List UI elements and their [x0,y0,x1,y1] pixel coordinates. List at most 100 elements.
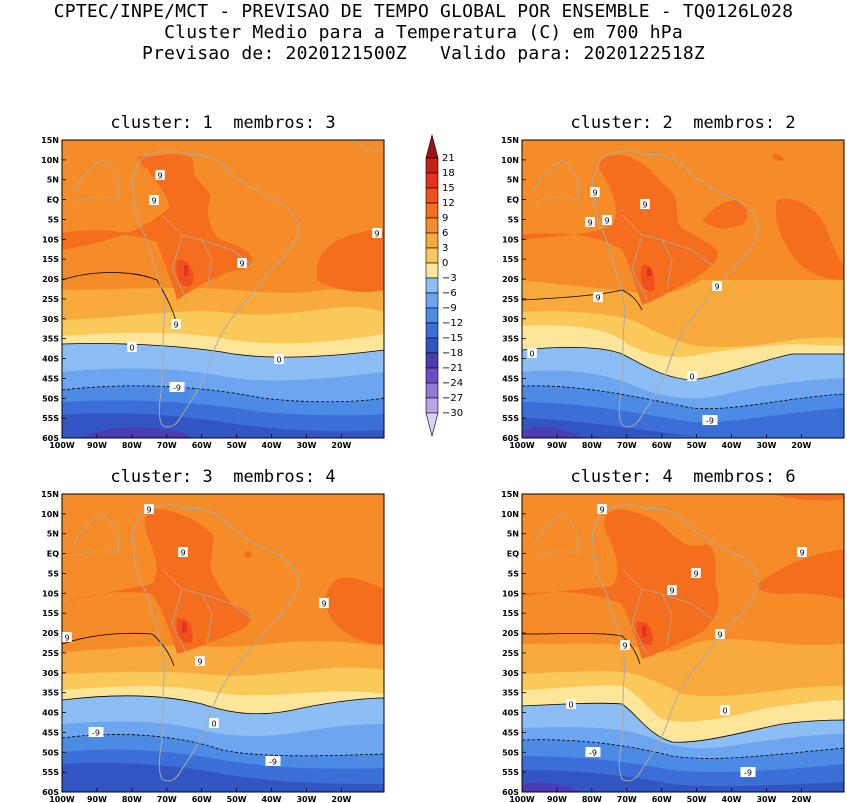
colorbar-label: −30 [442,408,463,419]
colorbar-swatch [425,247,439,264]
lon-tick-label: 50W [687,441,707,450]
lat-tick-label: 30S [502,669,519,678]
lat-tick-label: 10S [502,235,519,244]
svg-text:-9: -9 [92,729,100,738]
lat-tick-label: 5N [507,176,519,185]
colorbar-swatch [425,382,439,399]
lat-tick-label: 15S [42,255,59,264]
lat-tick-label: 55S [502,414,519,423]
contour-value-label: -9 [585,747,601,758]
contour-value-label: 9 [590,187,600,198]
lon-tick-label: 80W [122,441,142,450]
colorbar-label: 15 [442,183,455,194]
lat-tick-label: EQ [47,550,59,559]
lat-tick-label: 20S [42,629,59,638]
lon-tick-label: 60W [192,441,212,450]
colorbar-swatch [425,412,439,438]
colorbar-label: 6 [442,228,448,239]
svg-text:9: 9 [587,219,592,228]
map-panel-4 [522,494,844,792]
lat-tick-label: 35S [42,335,59,344]
contour-value-label: -9 [169,382,185,393]
colorbar-swatch [425,133,439,159]
contour-value-label: 0 [687,371,697,382]
lon-tick-label: 50W [227,795,247,803]
contour-value-label: -9 [88,727,104,738]
lat-tick-label: 25S [42,295,59,304]
contour-value-label: -9 [702,415,718,426]
lat-tick-label: 15S [502,609,519,618]
map-panel-3 [62,494,384,792]
lon-tick-label: 50W [227,441,247,450]
colorbar-swatch [425,352,439,369]
colorbar-label: 0 [442,258,448,269]
svg-text:9: 9 [714,283,719,292]
colorbar-label: −18 [442,348,463,359]
contour-value-label: 9 [593,292,603,303]
lon-tick-label: 40W [262,441,282,450]
lat-tick-label: 10N [501,156,519,165]
lat-tick-label: EQ [507,196,519,205]
lat-tick-label: 15S [42,609,59,618]
lon-tick-label: 30W [756,795,776,803]
contour-value-label: -9 [265,756,281,767]
contour-value-label: 9 [602,215,612,226]
lon-tick-label: 90W [547,441,567,450]
contour-value-label: 0 [209,718,219,729]
contour-value-label: 9 [237,258,247,269]
colorbar-label: −24 [442,378,463,389]
lat-tick-label: 50S [42,748,59,757]
lat-tick-label: 15N [41,490,59,499]
svg-text:-9: -9 [744,769,752,778]
lat-tick-label: 25S [502,295,519,304]
lon-tick-label: 40W [722,441,742,450]
lat-tick-label: 30S [42,315,59,324]
lon-tick-label: 90W [547,795,567,803]
svg-text:9: 9 [239,260,244,269]
lon-tick-label: 100W [509,795,535,803]
lat-tick-label: 15S [502,255,519,264]
colorbar-label: 18 [442,168,455,179]
lat-tick-label: 50S [502,748,519,757]
contour-value-label: 9 [667,585,677,596]
contour-value-label: 9 [149,195,159,206]
lon-tick-label: 80W [582,441,602,450]
lon-tick-label: 100W [509,441,535,450]
svg-text:-9: -9 [269,758,277,767]
lat-tick-label: 10S [42,235,59,244]
svg-text:9: 9 [321,600,326,609]
colorbar-swatch [425,157,439,174]
colorbar-label: 3 [442,243,448,254]
lat-tick-label: 5S [48,569,60,578]
header-title-line-1: CPTEC/INPE/MCT - PREVISAO DE TEMPO GLOBA… [53,1,794,22]
lon-tick-label: 90W [87,441,107,450]
svg-text:9: 9 [622,642,627,651]
panel-3-title: cluster: 3 membros: 4 [110,467,336,487]
lat-tick-label: 40S [502,355,519,364]
svg-text:0: 0 [276,356,281,365]
contour-value-label: 9 [144,504,154,515]
map-panel-1 [62,140,384,438]
lat-tick-label: EQ [47,196,59,205]
svg-text:9: 9 [592,189,597,198]
lat-tick-label: 10N [41,156,59,165]
lon-tick-label: 40W [722,795,742,803]
lat-tick-label: 15N [501,136,519,145]
contour-value-label: 0 [127,342,137,353]
contour-labels: 9 9 9 9 9 0 0 -9 9 9 9 9 9 9 0 0 -9 9 9 9 9 9 0 -9 -9 9 9 9 9 9 9 0 0 -9 -… [62,170,807,778]
contour-value-label: 9 [319,598,329,609]
lon-tick-label: 20W [791,441,811,450]
svg-text:9: 9 [157,172,162,181]
lon-tick-label: 60W [652,441,672,450]
svg-text:9: 9 [173,321,178,330]
colorbar-swatch [425,367,439,384]
lat-tick-label: 45S [502,728,519,737]
contour-value-label: 9 [195,656,205,667]
lat-tick-label: 25S [42,649,59,658]
lon-tick-label: 60W [192,795,212,803]
map-panel-2 [522,140,844,438]
lat-tick-label: 60S [42,788,59,797]
lat-tick-label: 35S [502,335,519,344]
lat-tick-label: 15N [501,490,519,499]
